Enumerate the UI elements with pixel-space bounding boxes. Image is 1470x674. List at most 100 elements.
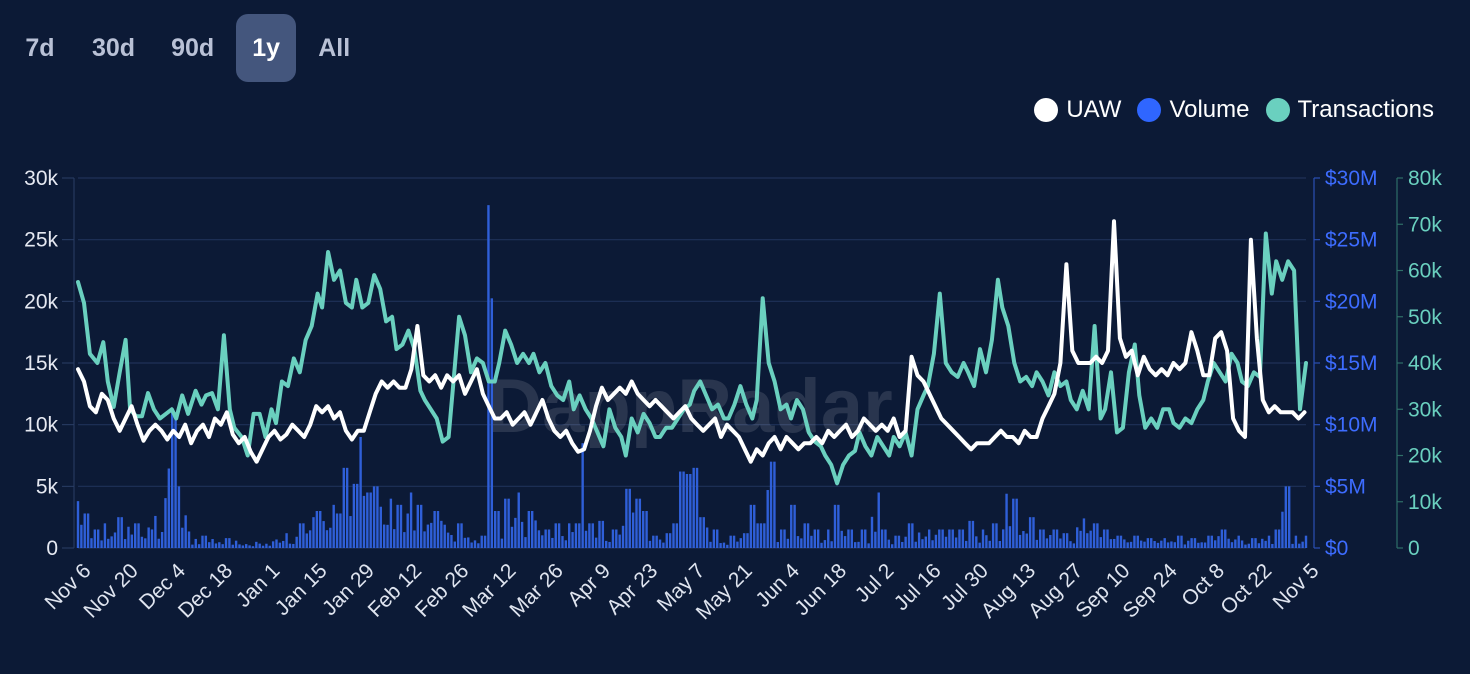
- volume-bar: [1237, 535, 1240, 548]
- volume-bar: [446, 532, 450, 548]
- volume-bar: [568, 523, 571, 548]
- volume-bar: [1079, 530, 1082, 548]
- volume-bar: [86, 513, 90, 548]
- volume-bar: [413, 530, 416, 548]
- volume-bar: [1254, 538, 1257, 548]
- volume-bar: [668, 533, 672, 548]
- volume-bar: [1002, 529, 1005, 548]
- volume-bar: [732, 535, 736, 548]
- volume-bar: [298, 523, 302, 548]
- volume-bar: [541, 535, 544, 548]
- volume-bar: [880, 529, 884, 548]
- legend-label-volume: Volume: [1169, 96, 1250, 123]
- volume-bar: [756, 523, 759, 548]
- volume-bar: [800, 538, 803, 548]
- transactions-dot-icon: [1265, 98, 1290, 122]
- volume-bar: [692, 467, 695, 548]
- range-tab-1y[interactable]: 1y: [236, 14, 297, 82]
- volume-bar: [379, 506, 382, 548]
- volume-bar: [557, 523, 561, 548]
- volume-bar: [736, 541, 739, 548]
- volume-bar: [157, 538, 160, 548]
- volume-bar: [214, 543, 218, 548]
- volume-bar: [907, 523, 911, 548]
- volume-bar: [184, 515, 187, 548]
- x-tick-label: Oct 22: [1216, 559, 1276, 619]
- volume-bar: [672, 523, 675, 548]
- volume-bar: [406, 513, 409, 548]
- volume-bar: [194, 538, 197, 548]
- volume-bar: [837, 504, 840, 548]
- uaw-series-line: [76, 219, 1307, 464]
- volume-bar: [544, 529, 547, 548]
- legend-item-transactions[interactable]: Transactions: [1265, 96, 1434, 124]
- volume-bar: [820, 542, 823, 548]
- volume-bar: [356, 483, 359, 548]
- volume-bar: [897, 535, 901, 548]
- volume-bar: [853, 542, 857, 548]
- transactions-tick-label: 70k: [1408, 213, 1442, 236]
- volume-bar: [164, 498, 167, 548]
- volume-bar: [245, 544, 248, 548]
- volume-bar: [362, 495, 366, 548]
- volume-bar: [177, 486, 181, 548]
- volume-bar: [884, 529, 887, 548]
- volume-bar: [759, 523, 763, 548]
- volume-bar: [295, 536, 298, 548]
- volume-bar: [1022, 531, 1025, 548]
- volume-bar: [1291, 543, 1294, 548]
- uaw-tick-label: 10k: [24, 414, 58, 437]
- volume-bar: [1123, 539, 1126, 548]
- volume-bar: [140, 536, 144, 548]
- range-tab-90d[interactable]: 90d: [171, 33, 215, 62]
- volume-tick-label: $15M: [1325, 352, 1378, 375]
- volume-bar: [275, 539, 278, 548]
- volume-bar: [652, 535, 655, 548]
- volume-bar: [117, 517, 120, 548]
- volume-bar: [80, 524, 83, 548]
- volume-bar: [638, 498, 642, 548]
- legend-item-volume[interactable]: Volume: [1137, 96, 1250, 124]
- range-tab-all[interactable]: All: [318, 33, 351, 62]
- volume-bar: [265, 543, 268, 548]
- volume-bar: [705, 527, 709, 548]
- volume-bar: [1210, 535, 1213, 548]
- range-tab-7d[interactable]: 7d: [25, 33, 55, 62]
- volume-bar: [914, 541, 917, 548]
- volume-bar: [645, 511, 648, 548]
- transactions-tick-label: 0: [1408, 537, 1420, 560]
- volume-tick-label: $20M: [1325, 290, 1378, 313]
- volume-bar: [749, 504, 753, 548]
- volume-bar: [372, 486, 376, 548]
- volume-bar: [393, 529, 396, 548]
- volume-bar: [1116, 535, 1119, 548]
- volume-bar: [201, 535, 204, 548]
- volume-bar: [904, 536, 907, 548]
- volume-dot-icon: [1137, 98, 1162, 122]
- volume-bar: [944, 536, 948, 548]
- volume-bar: [191, 544, 194, 548]
- volume-bar: [547, 529, 551, 548]
- volume-bar: [258, 543, 261, 548]
- volume-bar: [96, 529, 100, 548]
- volume-bar: [181, 527, 184, 548]
- volume-bar: [1113, 538, 1116, 548]
- volume-bar: [1203, 542, 1207, 548]
- legend-item-uaw[interactable]: UAW: [1034, 96, 1121, 124]
- range-tab-30d[interactable]: 30d: [92, 33, 136, 62]
- volume-bar: [440, 520, 443, 548]
- volume-bar: [456, 523, 460, 548]
- volume-bar: [248, 545, 251, 548]
- volume-bar: [332, 504, 335, 548]
- volume-bar: [271, 541, 275, 548]
- volume-bar: [514, 517, 517, 548]
- transactions-axis: 0 10k 20k 30k 40k 50k 60k 70k 80k: [1396, 167, 1442, 560]
- volume-bar: [564, 540, 568, 548]
- volume-bar: [376, 486, 379, 548]
- volume-bar: [921, 539, 924, 548]
- volume-bar: [234, 540, 238, 548]
- volume-bar: [537, 530, 541, 548]
- volume-bar: [951, 529, 954, 548]
- volume-bar: [830, 541, 833, 548]
